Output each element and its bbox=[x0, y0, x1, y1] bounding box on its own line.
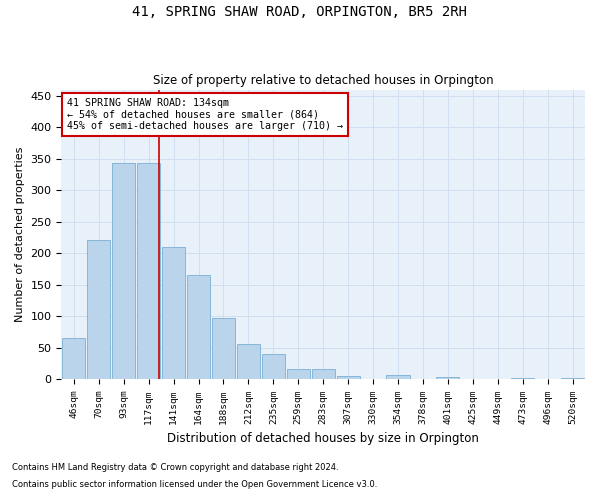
Bar bbox=[62, 338, 85, 380]
Bar bbox=[212, 318, 235, 380]
Bar bbox=[237, 344, 260, 380]
Bar bbox=[337, 376, 360, 380]
Bar bbox=[511, 378, 534, 380]
X-axis label: Distribution of detached houses by size in Orpington: Distribution of detached houses by size … bbox=[167, 432, 479, 445]
Text: Contains public sector information licensed under the Open Government Licence v3: Contains public sector information licen… bbox=[12, 480, 377, 489]
Bar bbox=[262, 354, 285, 380]
Bar bbox=[561, 378, 584, 380]
Text: 41 SPRING SHAW ROAD: 134sqm
← 54% of detached houses are smaller (864)
45% of se: 41 SPRING SHAW ROAD: 134sqm ← 54% of det… bbox=[67, 98, 343, 132]
Bar bbox=[287, 370, 310, 380]
Bar bbox=[87, 240, 110, 380]
Bar bbox=[386, 375, 410, 380]
Y-axis label: Number of detached properties: Number of detached properties bbox=[15, 147, 25, 322]
Bar bbox=[112, 162, 136, 380]
Text: 41, SPRING SHAW ROAD, ORPINGTON, BR5 2RH: 41, SPRING SHAW ROAD, ORPINGTON, BR5 2RH bbox=[133, 5, 467, 19]
Bar bbox=[187, 276, 210, 380]
Bar bbox=[137, 162, 160, 380]
Bar bbox=[436, 377, 460, 380]
Text: Contains HM Land Registry data © Crown copyright and database right 2024.: Contains HM Land Registry data © Crown c… bbox=[12, 464, 338, 472]
Bar bbox=[162, 247, 185, 380]
Bar bbox=[311, 370, 335, 380]
Title: Size of property relative to detached houses in Orpington: Size of property relative to detached ho… bbox=[153, 74, 494, 87]
